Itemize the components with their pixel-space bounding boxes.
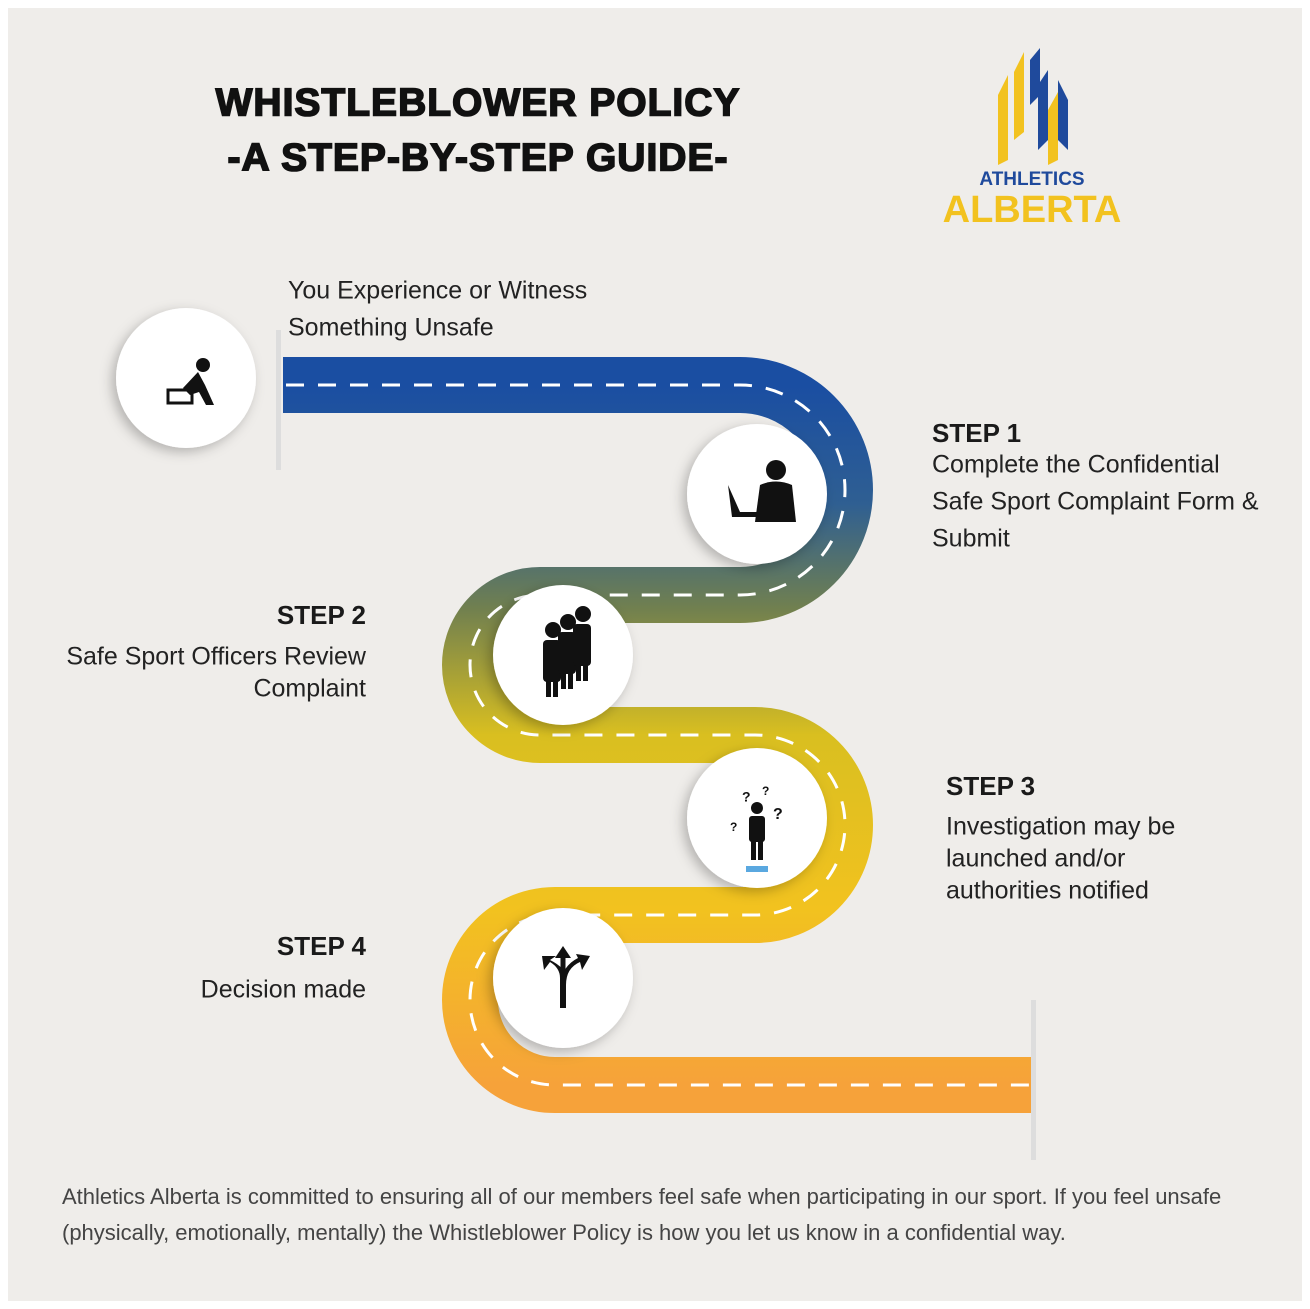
title: -A STEP-BY-STEP GUIDE- <box>228 136 729 179</box>
step-label: STEP 3 <box>946 771 1035 801</box>
step-text: Decision made <box>201 976 366 1004</box>
logo-top: ATHLETICS <box>979 169 1084 190</box>
step-text: Submit <box>932 525 1010 553</box>
svg-text:?: ? <box>742 789 751 805</box>
svg-text:?: ? <box>773 806 783 823</box>
start-text: You Experience or Witness <box>288 277 587 305</box>
step-label: STEP 4 <box>277 931 367 961</box>
start-text: Something Unsafe <box>288 314 494 342</box>
step-text: Complete the Confidential <box>932 451 1220 479</box>
footer-text: (physically, emotionally, mentally) the … <box>62 1220 1066 1245</box>
title: WHISTLEBLOWER POLICY <box>216 81 741 124</box>
step-label: STEP 2 <box>277 600 366 630</box>
svg-text:?: ? <box>762 784 769 798</box>
step-text: Safe Sport Complaint Form & <box>932 488 1259 516</box>
infographic: WHISTLEBLOWER POLICY -A STEP-BY-STEP GUI… <box>0 0 1310 1309</box>
step-text: authorities notified <box>946 877 1149 905</box>
step-text: Complaint <box>253 675 366 703</box>
step-text: Investigation may be <box>946 813 1175 841</box>
step-text: launched and/or <box>946 845 1125 873</box>
step-label: STEP 1 <box>932 418 1021 448</box>
svg-text:?: ? <box>730 820 737 834</box>
step-text: Safe Sport Officers Review <box>66 643 367 671</box>
footer-text: Athletics Alberta is committed to ensuri… <box>62 1184 1221 1209</box>
logo-bottom: ALBERTA <box>943 189 1122 231</box>
